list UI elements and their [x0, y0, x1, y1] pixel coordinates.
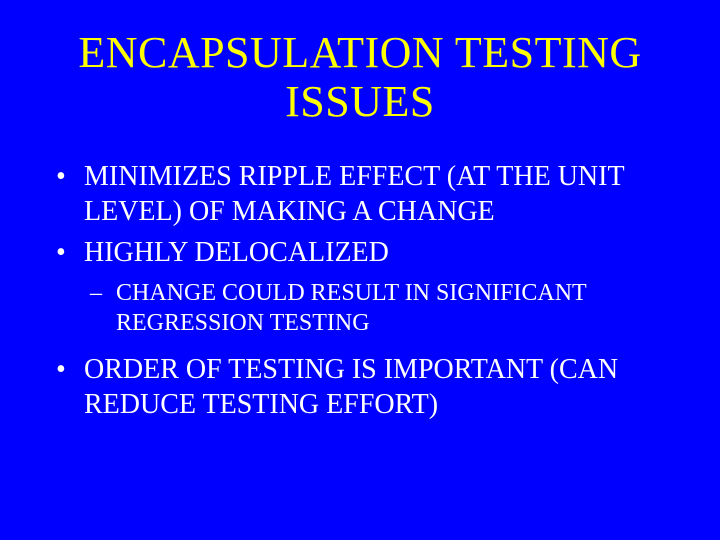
bullet-list: MINIMIZES RIPPLE EFFECT (AT THE UNIT LEV… [48, 159, 672, 422]
bullet-item: MINIMIZES RIPPLE EFFECT (AT THE UNIT LEV… [48, 159, 672, 229]
bullet-text: ORDER OF TESTING IS IMPORTANT (CAN REDUC… [84, 354, 618, 420]
sub-bullet-text: CHANGE COULD RESULT IN SIGNIFICANT REGRE… [116, 280, 586, 336]
bullet-item: ORDER OF TESTING IS IMPORTANT (CAN REDUC… [48, 352, 672, 422]
bullet-text: HIGHLY DELOCALIZED [84, 237, 389, 268]
bullet-text: MINIMIZES RIPPLE EFFECT (AT THE UNIT LEV… [84, 161, 624, 227]
slide-title: ENCAPSULATION TESTING ISSUES [48, 28, 672, 127]
sub-bullet-list: CHANGE COULD RESULT IN SIGNIFICANT REGRE… [84, 278, 672, 338]
bullet-item: HIGHLY DELOCALIZED CHANGE COULD RESULT I… [48, 235, 672, 338]
sub-bullet-item: CHANGE COULD RESULT IN SIGNIFICANT REGRE… [84, 278, 672, 338]
